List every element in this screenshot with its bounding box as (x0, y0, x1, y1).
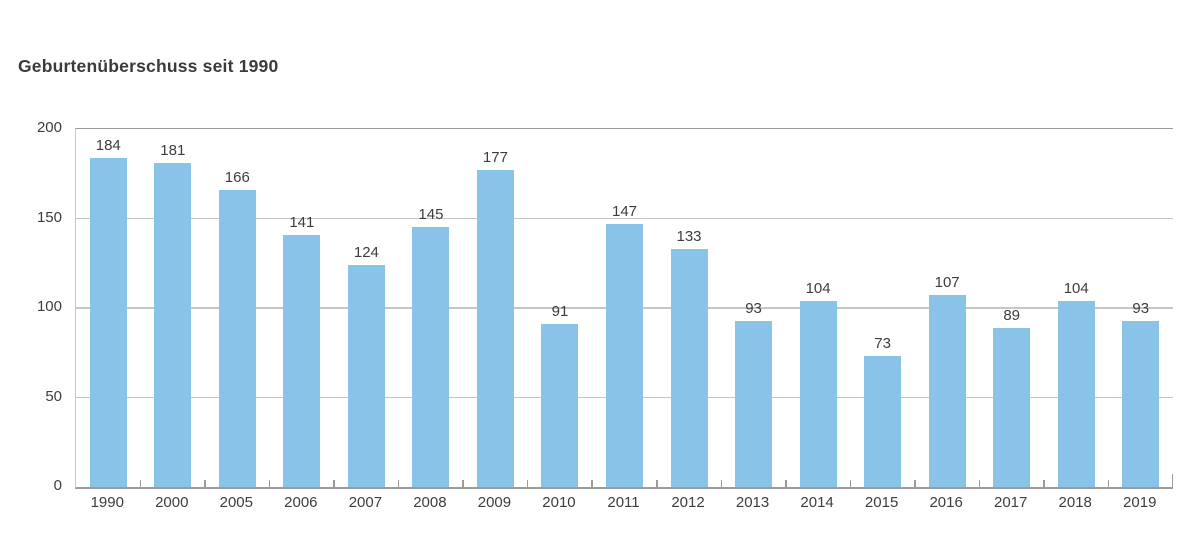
bar-value-label: 91 (551, 303, 569, 321)
x-axis-tick (720, 480, 723, 487)
bar (799, 300, 837, 487)
bar-value-label: 93 (1132, 299, 1150, 317)
x-axis-tick (591, 480, 593, 487)
bar (154, 163, 192, 487)
x-axis-tick-label: 2011 (607, 494, 640, 511)
y-axis-tick-label: 0 (53, 477, 62, 494)
x-axis-tick (462, 480, 464, 487)
bar (670, 248, 708, 487)
x-axis-tick-label: 2012 (671, 494, 705, 511)
x-axis-tick-label: 2019 (1123, 494, 1157, 511)
x-axis-tick (849, 480, 852, 487)
x-axis-tick (333, 480, 335, 487)
bar-value-label: 147 (611, 202, 638, 220)
x-axis-tick-label: 2005 (219, 494, 253, 511)
x-axis-tick (139, 480, 142, 487)
bar-value-label: 73 (874, 335, 891, 353)
x-axis-tick-label: 2000 (155, 494, 189, 511)
bar (347, 265, 385, 487)
y-axis-tick-label: 150 (36, 208, 62, 226)
bar (1057, 300, 1095, 487)
bar (412, 227, 450, 487)
plot-area: 184 181 166 141 124 145 177 91 147 133 93 104 73 107 8… (75, 128, 1173, 489)
bar (1122, 320, 1160, 487)
bar-value-label: 104 (1063, 279, 1089, 297)
bar (928, 295, 966, 487)
x-axis-tick (785, 480, 787, 487)
x-axis-tick-label: 2015 (864, 494, 899, 511)
bar (606, 223, 643, 487)
bar (735, 320, 773, 487)
x-axis-tick-label: 2018 (1058, 494, 1092, 511)
y-axis-tick-label: 50 (45, 387, 62, 405)
x-axis-tick-label: 2007 (348, 494, 383, 511)
bar-value-label: 181 (160, 142, 186, 160)
x-axis-tick-label: 2013 (735, 494, 770, 511)
bar (993, 327, 1031, 487)
bar-value-label: 133 (676, 227, 702, 245)
bar-value-label: 177 (482, 149, 508, 167)
x-axis-tick (397, 480, 400, 487)
bar (541, 324, 579, 487)
x-axis-tick-label: 2009 (477, 494, 512, 511)
x-axis-tick (526, 480, 529, 487)
x-axis-tick-label: 2008 (413, 494, 447, 511)
x-axis-tick-label: 2014 (800, 494, 834, 511)
chart-title: Geburtenüberschuss seit 1990 (18, 56, 279, 76)
bar-value-label: 141 (289, 213, 315, 231)
bar-value-label: 184 (95, 136, 121, 154)
x-axis-tick (1107, 480, 1110, 487)
bar (476, 170, 514, 487)
y-axis-tick-label: 200 (36, 119, 62, 136)
bar-value-label: 124 (353, 244, 379, 262)
bar-value-label: 93 (745, 299, 762, 317)
bar-value-label: 104 (805, 279, 831, 297)
bar-value-label: 166 (224, 168, 250, 186)
x-axis-tick-label: 2006 (284, 494, 318, 511)
x-axis-tick-label: 2016 (929, 494, 963, 511)
bar-value-label: 107 (934, 274, 960, 292)
x-axis-tick (204, 480, 206, 487)
x-axis-tick (656, 480, 658, 487)
bar (864, 356, 902, 487)
bar-value-label: 89 (1003, 306, 1021, 324)
x-axis-tick-label: 1990 (90, 494, 124, 511)
bar (218, 189, 256, 487)
bar-value-label: 145 (418, 206, 444, 224)
gridline (76, 217, 1173, 220)
x-axis-tick (914, 480, 916, 487)
bar (283, 234, 321, 487)
x-axis-tick (268, 480, 271, 487)
x-axis-tick-label: 2010 (542, 494, 576, 511)
y-axis-tick-label: 100 (36, 298, 62, 315)
x-axis-end-tick (1171, 474, 1173, 487)
x-axis-tick (1043, 480, 1045, 487)
x-axis-tick-label: 2017 (993, 494, 1028, 511)
x-axis-tick (978, 480, 981, 487)
bar (89, 157, 127, 487)
